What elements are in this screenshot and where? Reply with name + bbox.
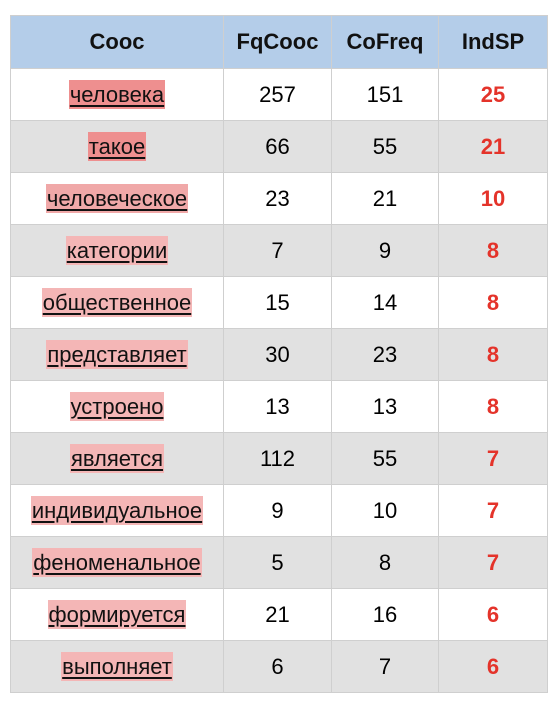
header-cofreq[interactable]: CoFreq <box>331 15 439 69</box>
table-row: устроено 13 13 8 <box>10 380 548 433</box>
cooc-cell: такое <box>10 120 224 173</box>
table-row: феноменальное 5 8 7 <box>10 536 548 589</box>
table-row: категории 7 9 8 <box>10 224 548 277</box>
cooc-word-link[interactable]: выполняет <box>61 652 173 681</box>
cooc-word-link[interactable]: формируется <box>47 600 187 629</box>
fqcooc-cell: 7 <box>223 224 332 277</box>
indsp-cell: 6 <box>438 640 548 693</box>
cofreq-cell: 14 <box>331 276 439 329</box>
table-row: представляет 30 23 8 <box>10 328 548 381</box>
cooc-cell: формируется <box>10 588 224 641</box>
cooc-cell: человека <box>10 68 224 121</box>
cooc-word-link[interactable]: категории <box>65 236 169 265</box>
fqcooc-cell: 15 <box>223 276 332 329</box>
cofreq-cell: 13 <box>331 380 439 433</box>
indsp-cell: 25 <box>438 68 548 121</box>
indsp-cell: 8 <box>438 380 548 433</box>
cofreq-cell: 55 <box>331 120 439 173</box>
fqcooc-cell: 66 <box>223 120 332 173</box>
indsp-cell: 8 <box>438 224 548 277</box>
indsp-cell: 21 <box>438 120 548 173</box>
cooc-word-link[interactable]: феноменальное <box>32 548 202 577</box>
cooc-cell: категории <box>10 224 224 277</box>
table-row: является 112 55 7 <box>10 432 548 485</box>
header-fqcooc[interactable]: FqCooc <box>223 15 332 69</box>
indsp-cell: 6 <box>438 588 548 641</box>
header-indsp[interactable]: IndSP <box>438 15 548 69</box>
cooccurrence-table: Cooc FqCooc CoFreq IndSP человека 257 151 2… <box>10 15 548 693</box>
cofreq-cell: 10 <box>331 484 439 537</box>
fqcooc-cell: 21 <box>223 588 332 641</box>
header-cooc[interactable]: Cooc <box>10 15 224 69</box>
cofreq-cell: 23 <box>331 328 439 381</box>
cooc-cell: представляет <box>10 328 224 381</box>
indsp-cell: 7 <box>438 536 548 589</box>
indsp-cell: 8 <box>438 328 548 381</box>
cofreq-cell: 55 <box>331 432 439 485</box>
cooc-cell: индивидуальное <box>10 484 224 537</box>
table-row: индивидуальное 9 10 7 <box>10 484 548 537</box>
fqcooc-cell: 13 <box>223 380 332 433</box>
cooc-cell: феноменальное <box>10 536 224 589</box>
fqcooc-cell: 112 <box>223 432 332 485</box>
cooc-cell: устроено <box>10 380 224 433</box>
cofreq-cell: 21 <box>331 172 439 225</box>
cooc-word-link[interactable]: человеческое <box>45 184 189 213</box>
fqcooc-cell: 30 <box>223 328 332 381</box>
cofreq-cell: 151 <box>331 68 439 121</box>
table-row: такое 66 55 21 <box>10 120 548 173</box>
cooc-word-link[interactable]: такое <box>87 132 147 161</box>
header-row: Cooc FqCooc CoFreq IndSP <box>10 15 548 69</box>
table-body: человека 257 151 25 такое 66 55 21 человеческое 2… <box>10 68 548 693</box>
cofreq-cell: 16 <box>331 588 439 641</box>
fqcooc-cell: 6 <box>223 640 332 693</box>
cooc-cell: общественное <box>10 276 224 329</box>
fqcooc-cell: 23 <box>223 172 332 225</box>
indsp-cell: 7 <box>438 432 548 485</box>
cooc-word-link[interactable]: человека <box>68 80 166 109</box>
indsp-cell: 10 <box>438 172 548 225</box>
cooc-cell: человеческое <box>10 172 224 225</box>
indsp-cell: 7 <box>438 484 548 537</box>
cooc-word-link[interactable]: является <box>69 444 165 473</box>
table-row: человека 257 151 25 <box>10 68 548 121</box>
cooc-word-link[interactable]: общественное <box>41 288 193 317</box>
indsp-cell: 8 <box>438 276 548 329</box>
cofreq-cell: 7 <box>331 640 439 693</box>
fqcooc-cell: 9 <box>223 484 332 537</box>
cofreq-cell: 9 <box>331 224 439 277</box>
cooc-cell: выполняет <box>10 640 224 693</box>
cooc-word-link[interactable]: представляет <box>46 340 188 369</box>
fqcooc-cell: 257 <box>223 68 332 121</box>
cofreq-cell: 8 <box>331 536 439 589</box>
table-row: человеческое 23 21 10 <box>10 172 548 225</box>
fqcooc-cell: 5 <box>223 536 332 589</box>
table-row: выполняет 6 7 6 <box>10 640 548 693</box>
cooc-cell: является <box>10 432 224 485</box>
table-row: общественное 15 14 8 <box>10 276 548 329</box>
cooc-word-link[interactable]: индивидуальное <box>30 496 204 525</box>
table-row: формируется 21 16 6 <box>10 588 548 641</box>
table-header: Cooc FqCooc CoFreq IndSP <box>10 15 548 69</box>
cooc-word-link[interactable]: устроено <box>69 392 165 421</box>
